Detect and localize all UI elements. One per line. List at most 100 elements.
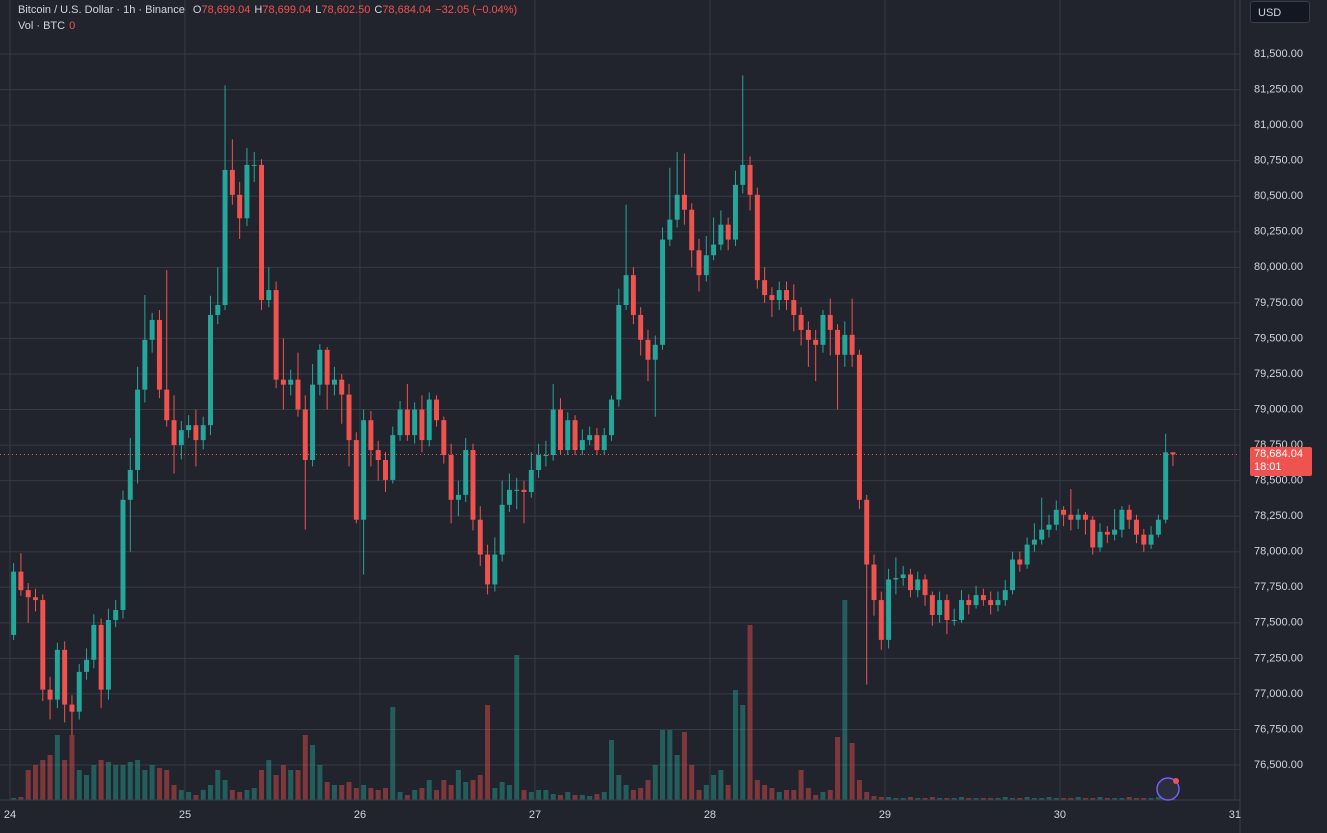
volume-bar	[660, 730, 666, 800]
y-tick-label: 77,750.00	[1254, 581, 1303, 593]
candle-body	[900, 574, 906, 579]
candle-body	[390, 435, 396, 480]
candle-body	[62, 649, 68, 705]
volume-bar	[383, 788, 388, 800]
volume-bar	[361, 785, 367, 800]
ohlc-key: O	[192, 4, 202, 16]
ohlc-key: L	[315, 4, 322, 16]
volume-bar	[215, 770, 221, 800]
y-tick-label: 80,500.00	[1254, 190, 1303, 202]
candle-body	[302, 409, 308, 461]
last-price: 78,684.04	[1254, 448, 1303, 461]
candle-body	[178, 430, 184, 446]
volume-bar	[193, 795, 199, 800]
y-tick-label: 77,500.00	[1254, 617, 1303, 629]
volume-bar	[142, 770, 148, 800]
volume-bar	[557, 795, 563, 800]
volume-bar	[536, 790, 542, 800]
volume-bar	[499, 782, 505, 800]
volume-value: 0	[69, 20, 76, 32]
candle-body	[740, 164, 746, 185]
candle-body	[579, 440, 585, 451]
volume-bar	[33, 765, 38, 800]
candle-body	[237, 194, 243, 219]
candle-body	[98, 624, 104, 690]
ohlc-value: 78,699.04	[201, 4, 251, 16]
volume-bar	[317, 765, 323, 800]
candle-body	[893, 578, 899, 580]
volume-bar	[995, 798, 1001, 800]
y-tick-label: 80,250.00	[1254, 226, 1303, 238]
volume-bar	[849, 743, 855, 800]
volume-bar	[69, 735, 75, 800]
candle-body	[1053, 509, 1059, 525]
candle-body	[616, 305, 622, 400]
candle-body	[368, 420, 374, 451]
candle-layer	[0, 75, 1240, 736]
currency-button[interactable]: USD	[1250, 1, 1310, 23]
volume-bar	[886, 797, 892, 800]
volume-bar	[1104, 798, 1110, 800]
volume-bar	[1075, 797, 1081, 800]
candle-body	[820, 314, 826, 345]
ohlc-value: 78,684.04	[382, 4, 432, 16]
candle-body	[1134, 519, 1139, 535]
ohlc-value: 78,699.04	[262, 4, 312, 16]
candle-body	[1068, 514, 1074, 520]
volume-bar	[208, 785, 213, 800]
volume-bar	[171, 785, 177, 800]
candle-body	[193, 425, 199, 441]
volume-bar	[11, 798, 17, 800]
candle-body	[638, 314, 644, 340]
volume-bar	[397, 792, 403, 800]
volume-bar	[543, 790, 549, 800]
x-tick-label: 29	[879, 809, 891, 821]
candle-body	[1097, 531, 1103, 548]
volume-bar	[959, 797, 964, 800]
y-tick-label: 79,000.00	[1254, 403, 1303, 415]
candle-body	[784, 290, 789, 301]
candle-body	[434, 399, 439, 421]
volume-bar	[302, 735, 308, 800]
candle-body	[11, 571, 17, 635]
volume-bar	[1017, 798, 1023, 800]
candle-body	[18, 571, 24, 591]
y-tick-label: 77,250.00	[1254, 652, 1303, 664]
candle-body	[47, 689, 53, 700]
candle-body	[609, 399, 614, 436]
candle-body	[754, 194, 760, 281]
candle-body	[506, 489, 512, 505]
candle-body	[951, 619, 957, 621]
candle-body	[1141, 534, 1147, 545]
volume-bar	[550, 794, 556, 800]
volume-bar	[754, 780, 760, 800]
candle-body	[76, 671, 82, 712]
candle-body	[973, 595, 979, 606]
candle-body	[922, 579, 928, 596]
candle-body	[878, 600, 884, 640]
candle-body	[1002, 590, 1008, 601]
candle-body	[361, 420, 367, 520]
x-tick-label: 30	[1054, 809, 1066, 821]
logo-icon[interactable]	[1156, 777, 1180, 801]
candle-body	[988, 600, 994, 606]
volume-bar	[18, 797, 24, 800]
candle-body	[886, 579, 892, 640]
volume-bar	[594, 794, 600, 800]
volume-bar	[288, 770, 294, 800]
candle-body	[215, 305, 221, 315]
volume-bar	[609, 740, 614, 800]
y-tick-label: 78,000.00	[1254, 546, 1303, 558]
volume-bar	[674, 755, 680, 800]
volume-bar	[156, 768, 162, 800]
candle-body	[470, 450, 476, 520]
volume-bar	[135, 760, 141, 800]
candle-body	[105, 619, 111, 690]
volume-bar	[638, 788, 644, 800]
candle-body	[660, 239, 666, 345]
candle-body	[915, 579, 921, 591]
candle-body	[463, 450, 469, 495]
candle-body	[703, 255, 709, 276]
volume-bar	[105, 762, 111, 800]
candle-body	[40, 600, 46, 690]
